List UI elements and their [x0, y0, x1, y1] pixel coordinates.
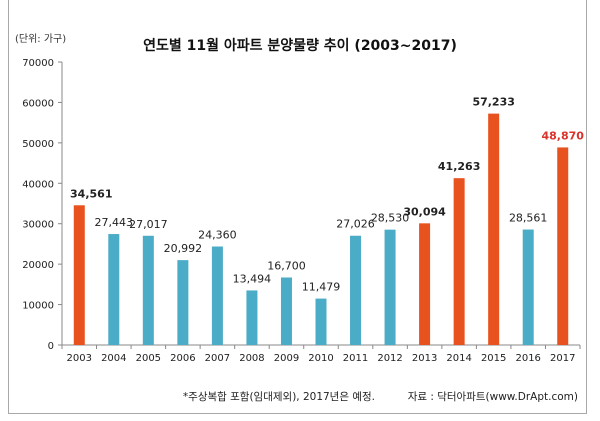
bar-2016 [522, 229, 534, 345]
x-tick-label: 2007 [205, 353, 230, 364]
data-label: 48,870 [542, 129, 585, 142]
bar-2005 [142, 235, 154, 345]
data-label: 27,017 [129, 218, 168, 231]
y-tick-label: 10000 [22, 301, 54, 312]
x-tick-label: 2015 [481, 353, 506, 364]
bar-2015 [488, 113, 500, 345]
data-label: 34,561 [70, 187, 112, 200]
y-tick-label: 60000 [22, 98, 54, 109]
bar-2014 [453, 178, 465, 345]
chart-frame [8, 0, 587, 414]
bar-2007 [211, 246, 223, 345]
x-tick-label: 2013 [412, 353, 437, 364]
y-tick-label: 20000 [22, 260, 54, 271]
y-tick-label: 70000 [22, 58, 54, 69]
data-label: 41,263 [438, 160, 480, 173]
bar-2004 [108, 234, 120, 345]
data-label: 27,026 [336, 218, 375, 231]
data-label: 28,530 [371, 212, 410, 225]
bar-2011 [350, 235, 362, 345]
bar-2013 [419, 223, 431, 345]
y-tick-label: 40000 [22, 179, 54, 190]
x-tick-label: 2011 [343, 353, 368, 364]
x-tick-label: 2004 [101, 353, 126, 364]
chart-title: 연도별 11월 아파트 분양물량 추이 (2003~2017) [143, 37, 457, 54]
y-tick-label: 0 [48, 341, 54, 352]
data-label: 27,443 [95, 216, 134, 229]
data-label: 11,479 [302, 281, 341, 294]
bar-2003 [73, 205, 85, 345]
x-tick-label: 2006 [170, 353, 195, 364]
x-tick-label: 2014 [446, 353, 471, 364]
bar-2008 [246, 290, 258, 345]
y-tick-label: 50000 [22, 139, 54, 150]
data-label: 16,700 [267, 259, 306, 272]
x-tick-label: 2008 [239, 353, 264, 364]
bar-2017 [557, 147, 569, 345]
data-label: 28,561 [509, 212, 548, 225]
bar-2009 [280, 277, 292, 345]
x-tick-label: 2005 [136, 353, 161, 364]
bar-2006 [177, 260, 189, 345]
y-tick-label: 30000 [22, 220, 54, 231]
x-tick-label: 2003 [67, 353, 92, 364]
footnote: *주상복합 포함(임대제외), 2017년은 예정. [183, 390, 375, 403]
x-tick-label: 2009 [274, 353, 299, 364]
x-tick-label: 2016 [515, 353, 540, 364]
x-tick-label: 2010 [308, 353, 333, 364]
data-label: 57,233 [472, 96, 514, 109]
data-label: 20,992 [164, 242, 203, 255]
data-label: 24,360 [198, 229, 237, 242]
x-tick-label: 2017 [550, 353, 575, 364]
bar-2012 [384, 229, 396, 345]
x-tick-label: 2012 [377, 353, 402, 364]
bar-2010 [315, 298, 327, 345]
source-note: 자료 : 닥터아파트(www.DrApt.com) [408, 391, 578, 403]
data-label: 30,094 [403, 205, 446, 218]
data-label: 13,494 [233, 272, 272, 285]
unit-label: (단위: 가구) [15, 32, 66, 45]
